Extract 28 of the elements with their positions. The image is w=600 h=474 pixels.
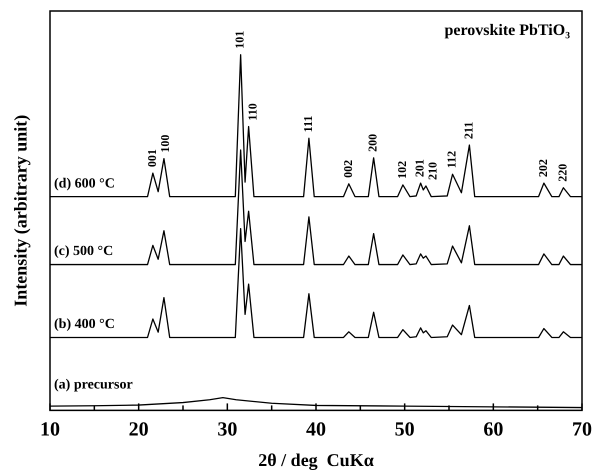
annotation: 101 xyxy=(232,30,247,49)
series-label: (c) 500 °C xyxy=(54,244,114,260)
x-tick-label: 20 xyxy=(128,418,149,441)
series-label: (d) 600 °C xyxy=(54,176,115,192)
series-label: (b) 400 °C xyxy=(54,317,115,332)
x-axis-title: 2θ / deg CuKα xyxy=(258,450,374,470)
x-tick-label: 40 xyxy=(306,418,326,441)
annotation: 220 xyxy=(555,164,570,182)
annotation: 112 xyxy=(444,150,459,168)
annotation: 110 xyxy=(246,103,260,121)
y-axis-title: Intensity (arbitrary unit) xyxy=(10,114,31,307)
x-tick-label: 70 xyxy=(572,418,592,441)
annotation: 211 xyxy=(461,122,476,140)
x-tick-label: 50 xyxy=(394,418,415,441)
annotation: 102 xyxy=(394,160,409,179)
x-tick-label: 10 xyxy=(40,418,60,441)
annotation: 111 xyxy=(301,116,315,132)
annotation: 001 xyxy=(144,149,159,168)
series-label: (a) precursor xyxy=(54,378,133,393)
x-tick-label: 30 xyxy=(217,418,238,441)
annotation: 201 xyxy=(412,159,427,178)
annotation: 100 xyxy=(158,134,172,153)
annotation: 200 xyxy=(366,134,380,152)
annotation: 202 xyxy=(536,159,550,178)
annotation: 210 xyxy=(426,162,440,180)
x-tick-label: 60 xyxy=(483,418,504,441)
annotation: 002 xyxy=(340,160,355,178)
chart-title: perovskite PbTiO₃ xyxy=(444,22,570,40)
